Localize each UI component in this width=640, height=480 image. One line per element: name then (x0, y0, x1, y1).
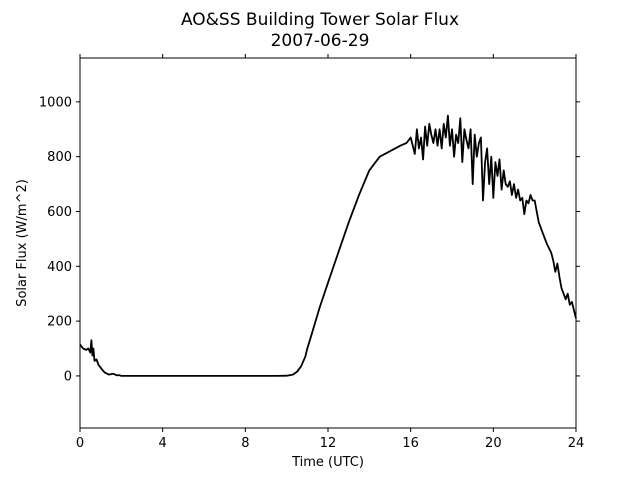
y-tick-label: 800 (47, 150, 72, 165)
y-tick-label: 200 (47, 315, 72, 330)
x-tick-label: 8 (241, 436, 249, 451)
plot-frame (79, 57, 577, 429)
y-axis-label: Solar Flux (W/m^2) (15, 179, 30, 307)
x-tick-label: 24 (568, 436, 585, 451)
y-tick-label: 0 (64, 369, 72, 384)
solar-flux-line (79, 114, 577, 377)
x-tick-label: 0 (76, 436, 84, 451)
x-tick-label: 4 (159, 436, 167, 451)
x-axis-label: Time (UTC) (291, 455, 364, 470)
chart-title: AO&SS Building Tower Solar Flux (181, 10, 459, 30)
chart-subtitle: 2007-06-29 (271, 31, 370, 51)
x-tick-label: 12 (320, 436, 337, 451)
axis-ticks (76, 54, 580, 432)
x-tick-label: 20 (485, 436, 502, 451)
y-tick-label: 1000 (39, 95, 72, 110)
axis-tick-labels: 0 4 8 12 16 20 24 0 200 400 600 800 1000 (39, 95, 584, 451)
y-tick-label: 600 (47, 205, 72, 220)
y-tick-label: 400 (47, 260, 72, 275)
x-tick-label: 16 (402, 436, 419, 451)
